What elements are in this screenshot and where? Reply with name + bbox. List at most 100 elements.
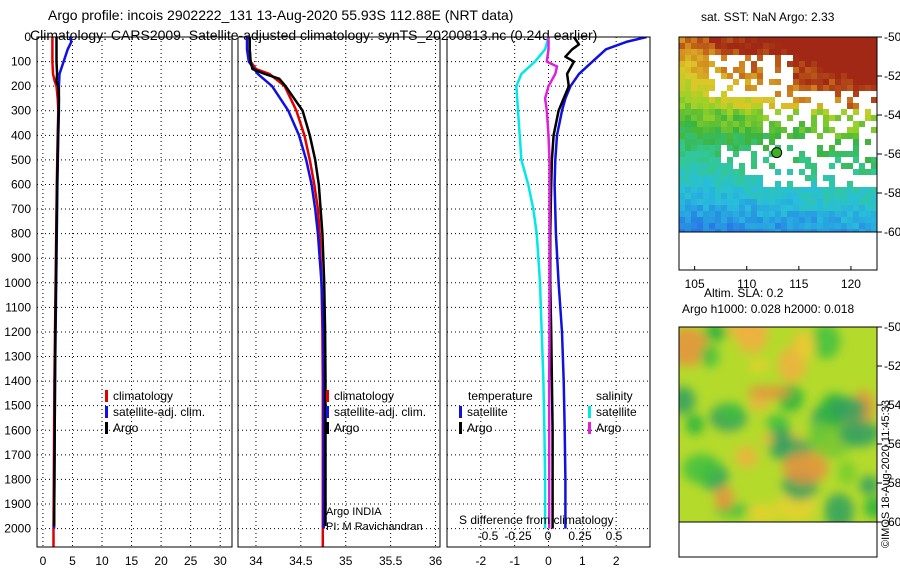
sst-cell — [859, 211, 865, 217]
sst-cell — [745, 217, 751, 223]
sst-cell — [865, 49, 871, 55]
sst-cell — [865, 127, 871, 133]
legend-swatch-temp-argo — [459, 422, 462, 434]
sst-cell — [757, 193, 763, 199]
sst-cell — [847, 85, 853, 91]
sst-cell — [823, 145, 829, 151]
sst-cell — [757, 49, 763, 55]
sst-cell — [775, 217, 781, 223]
sst-cell — [733, 229, 739, 232]
sst-cell — [715, 109, 721, 115]
sst-cell — [817, 151, 823, 157]
sst-cell — [685, 223, 691, 229]
sst-cell — [763, 187, 769, 193]
sst-cell — [751, 217, 757, 223]
sst-cell — [757, 121, 763, 127]
sst-cell — [793, 43, 799, 49]
sst-cell — [805, 175, 811, 181]
sst-cell — [733, 103, 739, 109]
sst-cell — [865, 163, 871, 169]
sst-cell — [799, 205, 805, 211]
sst-cell — [817, 157, 823, 163]
sst-cell — [715, 61, 721, 67]
sst-cell — [835, 181, 841, 187]
depth-tick-label: 1400 — [4, 374, 31, 388]
sst-cell — [787, 49, 793, 55]
sst-cell — [763, 91, 769, 97]
sst-cell — [841, 73, 847, 79]
sst-cell — [769, 55, 775, 61]
sst-cell — [685, 145, 691, 151]
sst-cell — [721, 175, 727, 181]
sst-cell — [757, 85, 763, 91]
sst-cell — [787, 103, 793, 109]
sst-cell — [787, 127, 793, 133]
depth-tick-label: 900 — [11, 251, 31, 265]
sst-cell — [781, 169, 787, 175]
sst-cell — [781, 103, 787, 109]
sst-cell — [781, 43, 787, 49]
sst-cell — [787, 193, 793, 199]
sst-cell — [733, 187, 739, 193]
sst-cell — [757, 205, 763, 211]
sst-cell — [721, 103, 727, 109]
sst-cell — [847, 205, 853, 211]
sst-cell — [715, 97, 721, 103]
sst-cell — [685, 103, 691, 109]
salinity-diff-tick-label: -0.5 — [478, 529, 499, 543]
sst-cell — [703, 205, 709, 211]
sst-cell — [697, 85, 703, 91]
series-line-salinity-argo — [543, 37, 559, 529]
sst-cell — [745, 175, 751, 181]
sst-cell — [871, 55, 877, 61]
sst-cell — [835, 37, 841, 43]
sst-cell — [865, 175, 871, 181]
sst-cell — [793, 175, 799, 181]
sst-cell — [853, 217, 859, 223]
legend-swatch-sal-satellite — [588, 406, 591, 418]
sst-cell — [799, 193, 805, 199]
sst-cell — [811, 151, 817, 157]
sst-cell — [811, 175, 817, 181]
sst-cell — [733, 115, 739, 121]
sst-cell — [709, 67, 715, 73]
sst-cell — [715, 73, 721, 79]
sst-cell — [781, 163, 787, 169]
series-line-argo — [248, 37, 327, 527]
sst-cell — [685, 157, 691, 163]
sst-cell — [829, 97, 835, 103]
sst-cell — [727, 223, 733, 229]
sst-cell — [715, 223, 721, 229]
depth-tick-label: 1600 — [4, 423, 31, 437]
sst-cell — [757, 187, 763, 193]
sst-cell — [787, 145, 793, 151]
sst-cell — [679, 157, 685, 163]
sst-cell — [853, 109, 859, 115]
sst-cell — [871, 169, 877, 175]
sst-cell — [865, 61, 871, 67]
sst-cell — [679, 175, 685, 181]
sst-cell — [739, 97, 745, 103]
sst-cell — [871, 151, 877, 157]
sst-cell — [829, 199, 835, 205]
legend-header-salinity: salinity — [596, 389, 633, 403]
sla-blob — [700, 344, 719, 368]
sst-cell — [727, 61, 733, 67]
sst-cell — [841, 103, 847, 109]
sst-cell — [811, 37, 817, 43]
sst-cell — [727, 133, 733, 139]
sst-cell — [865, 73, 871, 79]
sst-cell — [805, 73, 811, 79]
sst-cell — [757, 55, 763, 61]
sst-cell — [847, 157, 853, 163]
sst-cell — [817, 181, 823, 187]
salinity-diff-tick-label: -0.25 — [504, 529, 532, 543]
sst-cell — [727, 229, 733, 232]
sst-cell — [715, 115, 721, 121]
sst-cell — [817, 103, 823, 109]
sst-cell — [763, 67, 769, 73]
sst-cell — [745, 49, 751, 55]
sst-cell — [781, 91, 787, 97]
sst-cell — [805, 121, 811, 127]
sst-cell — [709, 43, 715, 49]
